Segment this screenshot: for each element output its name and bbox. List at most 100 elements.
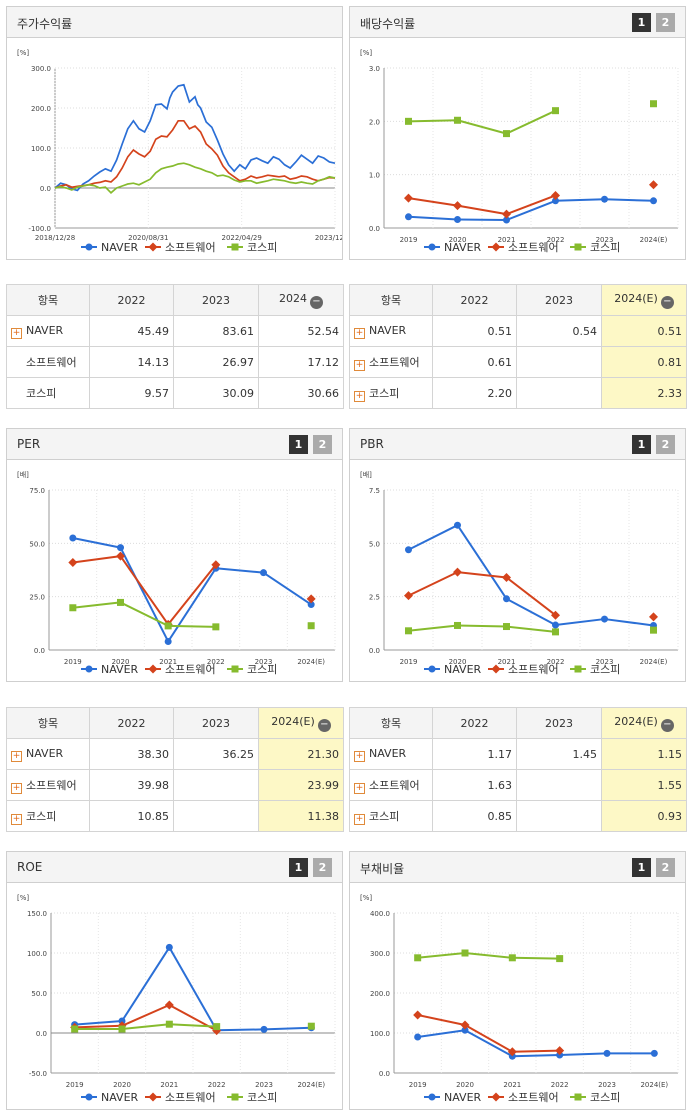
header-cell: 2022 bbox=[89, 707, 174, 739]
software-line bbox=[506, 194, 556, 216]
chart-page-2-button[interactable]: 2 bbox=[656, 435, 675, 454]
expand-icon[interactable]: + bbox=[354, 359, 365, 371]
table-row: + NAVER 1.17 1.45 1.15 bbox=[349, 738, 687, 770]
naver-point bbox=[601, 615, 608, 623]
per-panel: PER 1 2 [배] 75.0 50.0 25.0 0.0 2019 2020 2021 20… bbox=[6, 428, 343, 682]
naver-point bbox=[164, 637, 172, 645]
y-tick-label: -50.0 bbox=[29, 1070, 47, 1078]
header-cell: 2023 bbox=[173, 707, 259, 739]
panel-header: 배당수익률 1 2 bbox=[350, 7, 685, 38]
x-tick-label: 2019 bbox=[66, 1081, 84, 1089]
naver-line bbox=[417, 1029, 466, 1038]
x-tick-label: 2021 bbox=[503, 1081, 521, 1089]
naver-point bbox=[454, 215, 461, 223]
table-row: + 코스피 0.85 0.93 bbox=[349, 800, 687, 832]
naver-legend-marker bbox=[85, 243, 93, 251]
chart-page-1-button[interactable]: 1 bbox=[632, 858, 651, 877]
value-cell: 45.49 bbox=[89, 315, 174, 347]
kospi-legend-label: 코스피 bbox=[590, 663, 620, 676]
expand-icon[interactable]: + bbox=[354, 327, 365, 339]
value-cell: 0.51 bbox=[601, 315, 687, 347]
debt-ratio-panel: 부채비율 1 2 [%] 400.0 300.0 200.0 100.0 0.0 2019 2… bbox=[349, 851, 686, 1110]
software-line bbox=[167, 564, 217, 626]
naver-line bbox=[456, 524, 508, 600]
chart-page-2-button[interactable]: 2 bbox=[656, 13, 675, 32]
value-cell: 2.20 bbox=[432, 377, 517, 409]
x-tick-label: 2024(E) bbox=[297, 658, 325, 666]
expand-icon[interactable]: + bbox=[354, 813, 365, 825]
table-row: + 소프트웨어 1.63 1.55 bbox=[349, 769, 687, 801]
panel-title: ROE bbox=[17, 860, 43, 874]
x-tick-label: 2021 bbox=[498, 236, 516, 244]
panel-title: 배당수익률 bbox=[360, 17, 416, 31]
debt-ratio-chart: [%] 400.0 300.0 200.0 100.0 0.0 2019 2020 2021 20… bbox=[360, 894, 679, 1104]
software-point bbox=[649, 180, 658, 190]
collapse-icon[interactable]: − bbox=[310, 295, 323, 309]
software-line bbox=[408, 571, 458, 597]
software-legend-label: 소프트웨어 bbox=[165, 663, 216, 676]
value-cell: 0.54 bbox=[516, 315, 602, 347]
y-tick-label: 3.0 bbox=[369, 65, 380, 73]
kospi-legend-marker bbox=[574, 1093, 582, 1101]
collapse-icon[interactable]: − bbox=[660, 295, 674, 309]
collapse-icon[interactable]: − bbox=[317, 718, 331, 732]
naver-line bbox=[167, 567, 217, 643]
row-label: + 코스피 bbox=[349, 800, 433, 832]
value-cell: 0.51 bbox=[432, 315, 517, 347]
naver-line bbox=[121, 946, 171, 1022]
expand-icon[interactable]: + bbox=[11, 813, 22, 825]
naver-line bbox=[215, 567, 264, 574]
naver-line bbox=[506, 199, 556, 221]
collapse-icon[interactable]: − bbox=[660, 718, 674, 732]
software-point bbox=[555, 1046, 565, 1056]
y-tick-label: 0.0 bbox=[34, 647, 45, 655]
chart-page-2-button[interactable]: 2 bbox=[656, 858, 675, 877]
kospi-point bbox=[650, 100, 657, 108]
value-cell: 1.17 bbox=[432, 738, 517, 770]
kospi-point bbox=[454, 116, 461, 124]
pbr-table: 항목 2022 2023 2024(E) − + NAVER 1.17 1.45 1… bbox=[349, 707, 687, 832]
x-tick-label: 2023/12/28 bbox=[315, 234, 342, 242]
software-legend-marker bbox=[491, 664, 501, 674]
x-tick-label: 2024(E) bbox=[640, 236, 668, 244]
software-point bbox=[453, 567, 462, 577]
y-tick-label: 200.0 bbox=[31, 105, 51, 113]
panel-header: PER 1 2 bbox=[7, 429, 342, 460]
expand-icon[interactable]: + bbox=[354, 782, 365, 794]
naver-line bbox=[506, 597, 556, 626]
expand-icon[interactable]: + bbox=[354, 750, 365, 762]
naver-point bbox=[165, 943, 173, 951]
software-legend-marker bbox=[491, 242, 501, 252]
naver-point bbox=[503, 595, 510, 603]
chart-page-1-button[interactable]: 1 bbox=[632, 435, 651, 454]
chart-page-2-button[interactable]: 2 bbox=[313, 435, 332, 454]
chart-page-1-button[interactable]: 1 bbox=[289, 858, 308, 877]
header-cell: 2024− bbox=[258, 284, 344, 316]
software-point bbox=[453, 201, 462, 211]
y-unit-label: [배] bbox=[17, 470, 29, 479]
row-label: + NAVER bbox=[349, 738, 433, 770]
software-point bbox=[460, 1020, 470, 1030]
software-point bbox=[68, 558, 78, 568]
expand-icon[interactable]: + bbox=[11, 782, 22, 794]
chart-page-1-button[interactable]: 1 bbox=[289, 435, 308, 454]
kospi-point bbox=[461, 949, 469, 957]
y-tick-label: 0.0 bbox=[379, 1070, 390, 1078]
expand-icon[interactable]: + bbox=[11, 327, 22, 339]
software-line bbox=[72, 555, 121, 564]
stock-return-table: 항목 2022 2023 2024− + NAVER 45.49 83.61 52… bbox=[6, 284, 344, 409]
expand-icon[interactable]: + bbox=[11, 750, 22, 762]
expand-icon[interactable]: + bbox=[354, 390, 365, 402]
kospi-point bbox=[69, 604, 77, 612]
kospi-point bbox=[307, 622, 315, 630]
software-line bbox=[408, 197, 458, 207]
y-unit-label: [배] bbox=[360, 470, 372, 479]
kospi-legend-marker bbox=[231, 665, 239, 673]
value-cell: 30.66 bbox=[258, 377, 344, 409]
chart-page-2-button[interactable]: 2 bbox=[313, 858, 332, 877]
naver-legend-label: NAVER bbox=[101, 663, 139, 676]
kospi-line bbox=[457, 119, 507, 135]
kospi-line bbox=[54, 162, 336, 194]
y-tick-label: 50.0 bbox=[29, 540, 45, 548]
chart-page-1-button[interactable]: 1 bbox=[632, 13, 651, 32]
